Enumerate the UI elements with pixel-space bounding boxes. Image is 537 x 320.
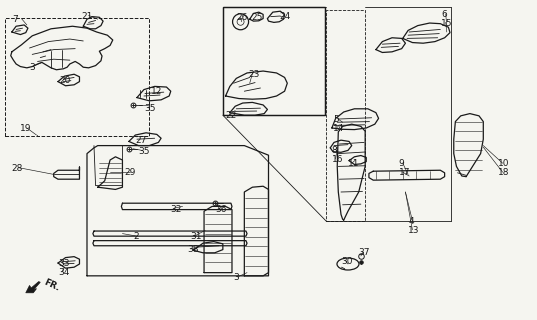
Text: 10: 10 <box>498 159 510 168</box>
Text: 6: 6 <box>441 10 447 19</box>
Text: 20: 20 <box>59 76 70 84</box>
Text: FR.: FR. <box>42 278 61 293</box>
Text: 3: 3 <box>30 63 35 72</box>
Polygon shape <box>26 282 40 293</box>
Text: 11: 11 <box>348 159 359 168</box>
Text: 8: 8 <box>332 146 338 155</box>
Text: 32: 32 <box>171 205 182 214</box>
Text: 17: 17 <box>398 168 410 177</box>
Text: 23: 23 <box>248 70 259 79</box>
Text: 18: 18 <box>498 168 510 177</box>
Text: 7: 7 <box>12 15 18 24</box>
Text: 3: 3 <box>234 273 240 282</box>
Text: 34: 34 <box>58 268 69 277</box>
Text: 26: 26 <box>236 13 248 22</box>
Text: 25: 25 <box>251 13 263 22</box>
Bar <box>223 7 325 115</box>
Bar <box>5 18 149 136</box>
Text: 36: 36 <box>215 205 226 214</box>
Text: 27: 27 <box>135 136 147 145</box>
Text: 33: 33 <box>58 260 69 268</box>
Text: 38: 38 <box>187 245 198 254</box>
Text: 35: 35 <box>144 104 155 113</box>
Text: 5: 5 <box>333 115 339 124</box>
Text: 35: 35 <box>139 147 150 156</box>
Text: 9: 9 <box>398 159 404 168</box>
Text: 15: 15 <box>441 19 453 28</box>
Text: 16: 16 <box>332 155 343 164</box>
Text: 29: 29 <box>125 168 136 177</box>
Text: 28: 28 <box>12 164 23 173</box>
Text: 12: 12 <box>151 87 163 96</box>
Bar <box>326 10 365 221</box>
Text: 37: 37 <box>359 248 370 257</box>
Text: 21: 21 <box>82 12 93 20</box>
Text: 31: 31 <box>191 232 202 241</box>
Text: 14: 14 <box>333 124 344 132</box>
Text: 19: 19 <box>20 124 32 133</box>
Text: 4: 4 <box>408 217 413 226</box>
Text: 30: 30 <box>342 257 353 266</box>
Text: 22: 22 <box>226 111 237 120</box>
Text: 24: 24 <box>279 12 291 21</box>
Text: 13: 13 <box>408 226 419 235</box>
Text: 2: 2 <box>133 232 139 241</box>
Bar <box>223 7 325 115</box>
